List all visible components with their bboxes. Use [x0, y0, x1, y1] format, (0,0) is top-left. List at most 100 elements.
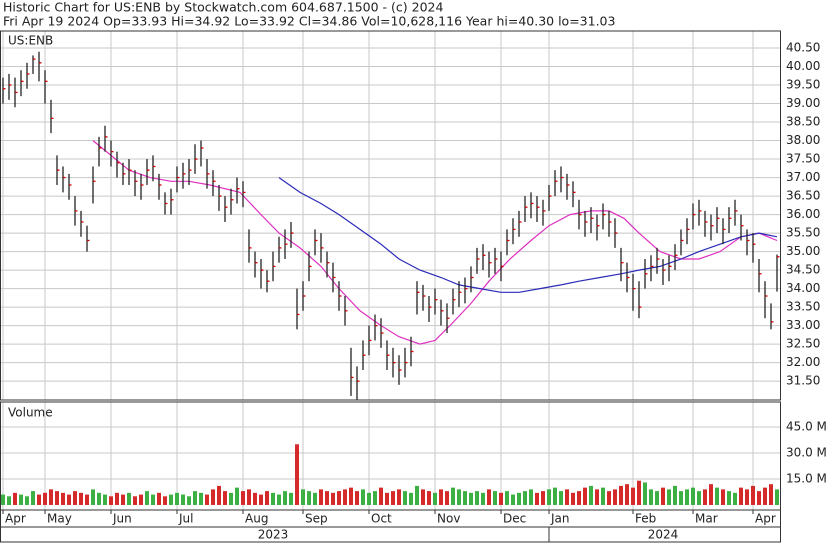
volume-bar — [637, 480, 641, 505]
volume-bar — [379, 487, 383, 505]
y-tick-label: 40.00 — [786, 59, 820, 73]
volume-bar — [121, 494, 125, 505]
volume-bar — [73, 491, 77, 505]
volume-bar — [7, 496, 11, 505]
x-tick-label: Oct — [371, 512, 392, 526]
y-tick-label: 40.50 — [786, 41, 820, 55]
x-tick-label: Apr — [755, 512, 776, 526]
volume-bar — [733, 492, 737, 505]
y-tick-label: 33.50 — [786, 300, 820, 314]
volume-bar — [391, 491, 395, 505]
volume-bar — [259, 494, 263, 505]
axis-panel — [0, 509, 781, 543]
volume-bar — [631, 487, 635, 505]
volume-bar — [595, 489, 599, 505]
volume-bar — [235, 487, 239, 505]
volume-label: Volume — [8, 406, 53, 420]
volume-bar — [355, 491, 359, 505]
volume-bar — [277, 494, 281, 505]
volume-bar — [775, 489, 779, 505]
y-tick-label: 35.50 — [786, 226, 820, 240]
x-tick-label: Jun — [112, 512, 132, 526]
volume-bar — [31, 491, 35, 505]
volume-bar — [49, 489, 53, 505]
y-tick-label: 39.50 — [786, 78, 820, 92]
volume-bar — [655, 491, 659, 505]
year-label: 2024 — [648, 528, 679, 542]
volume-bar — [325, 491, 329, 505]
volume-bar — [703, 489, 707, 505]
volume-bar — [67, 494, 71, 505]
volume-bar — [451, 487, 455, 505]
volume-bar — [487, 489, 491, 505]
volume-bar — [763, 487, 767, 505]
volume-bar — [511, 494, 515, 505]
year-label: 2023 — [258, 528, 289, 542]
volume-bar — [721, 489, 725, 505]
volume-bar — [139, 494, 143, 505]
volume-bar — [415, 485, 419, 505]
volume-bar — [43, 492, 47, 505]
y-tick-label: 34.50 — [786, 263, 820, 277]
y-tick-label: 39.00 — [786, 96, 820, 110]
volume-bar — [463, 491, 467, 505]
y-tick-label: 32.50 — [786, 337, 820, 351]
volume-bar — [547, 489, 551, 505]
volume-bar — [403, 491, 407, 505]
volume-bar — [205, 494, 209, 505]
volume-bar — [667, 489, 671, 505]
volume-bar — [133, 496, 137, 505]
volume-bar — [283, 491, 287, 505]
x-tick-label: Sep — [305, 512, 328, 526]
y-tick-label: 38.00 — [786, 133, 820, 147]
volume-bar — [619, 485, 623, 505]
volume-bar — [97, 492, 101, 505]
x-tick-label: May — [47, 512, 72, 526]
y-tick-label: 34.00 — [786, 281, 820, 295]
y-tick-label: 33.00 — [786, 318, 820, 332]
volume-bar — [367, 492, 371, 505]
volume-bar — [61, 492, 65, 505]
y-tick-label: 36.50 — [786, 189, 820, 203]
volume-bar — [469, 492, 473, 505]
volume-bar — [151, 494, 155, 505]
volume-bar — [439, 489, 443, 505]
volume-bar — [751, 485, 755, 505]
volume-bar — [745, 489, 749, 505]
volume-bar — [589, 485, 593, 505]
volume-bar — [691, 487, 695, 505]
y-tick-label: 36.00 — [786, 207, 820, 221]
volume-bar — [571, 492, 575, 505]
y-tick-label: 37.00 — [786, 170, 820, 184]
volume-bar — [727, 491, 731, 505]
volume-bar — [433, 492, 437, 505]
volume-bar — [373, 491, 377, 505]
x-tick-label: Jul — [178, 512, 193, 526]
volume-bar — [685, 489, 689, 505]
chart-subtitle: Fri Apr 19 2024 Op=33.93 Hi=34.92 Lo=33.… — [3, 14, 615, 29]
volume-bar — [187, 496, 191, 505]
volume-bar — [229, 492, 233, 505]
volume-bar — [313, 492, 317, 505]
volume-bar — [301, 489, 305, 505]
volume-bar — [385, 492, 389, 505]
volume-bar — [529, 489, 533, 505]
volume-bar — [643, 482, 647, 505]
volume-bar — [409, 492, 413, 505]
volume-bar — [319, 489, 323, 505]
volume-bar — [103, 494, 107, 505]
x-tick-label: Jan — [550, 512, 570, 526]
volume-bar — [289, 492, 293, 505]
volume-bar — [583, 487, 587, 505]
volume-bar — [331, 492, 335, 505]
volume-bar — [193, 491, 197, 505]
volume-bar — [577, 491, 581, 505]
volume-bar — [199, 492, 203, 505]
volume-bar — [13, 492, 17, 505]
volume-bar — [649, 489, 653, 505]
volume-bar — [397, 489, 401, 505]
y-tick-label: 30.0 M — [786, 445, 827, 459]
volume-bar — [709, 484, 713, 505]
volume-bar — [517, 492, 521, 505]
